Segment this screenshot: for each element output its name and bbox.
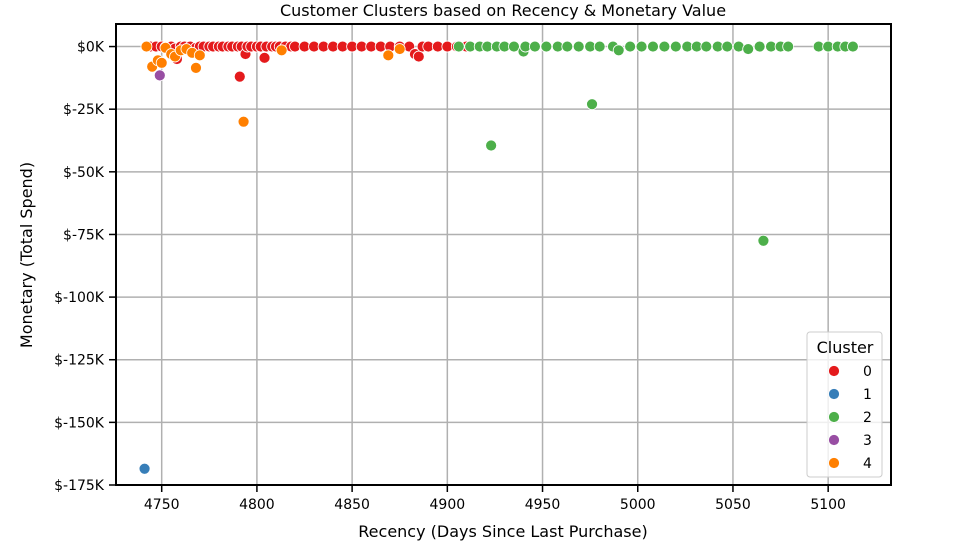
cluster-2-point bbox=[635, 40, 648, 53]
legend-title: Cluster bbox=[817, 338, 874, 357]
cluster-4-point bbox=[275, 44, 288, 57]
cluster-4-point bbox=[193, 49, 206, 62]
cluster-2-point bbox=[612, 44, 625, 57]
legend: Cluster 0 1 2 3 4 bbox=[806, 331, 883, 478]
cluster-2-point bbox=[624, 40, 637, 53]
x-tick-label: 5000 bbox=[620, 497, 656, 513]
cluster-2-point bbox=[452, 40, 465, 53]
cluster-4-point bbox=[155, 56, 168, 69]
cluster-0-point bbox=[258, 51, 271, 64]
y-tick-label: $-125K bbox=[54, 353, 105, 369]
cluster-2-point bbox=[700, 40, 713, 53]
y-tick-label: $-150K bbox=[54, 415, 105, 431]
cluster-1-point bbox=[138, 462, 151, 475]
cluster-2-point bbox=[753, 40, 766, 53]
x-axis-ticks: 4750 4800 4850 4900 4950 5000 5050 5100 bbox=[144, 485, 846, 513]
y-tick-label: $-75K bbox=[63, 227, 105, 243]
legend-entries: 0 1 2 3 4 bbox=[828, 364, 872, 472]
cluster-2-point bbox=[529, 40, 541, 53]
cluster-2-point bbox=[782, 40, 795, 53]
cluster-2-point bbox=[586, 98, 598, 111]
x-tick-label: 4750 bbox=[144, 497, 180, 513]
x-tick-label: 4950 bbox=[525, 497, 561, 513]
legend-label: 4 bbox=[863, 456, 872, 472]
legend-marker-1 bbox=[828, 388, 840, 400]
cluster-2-point bbox=[669, 40, 682, 53]
cluster-4-point bbox=[140, 40, 153, 53]
y-axis-label: Monetary (Total Spend) bbox=[17, 162, 36, 348]
y-tick-label: $-25K bbox=[63, 102, 105, 118]
y-tick-label: $-100K bbox=[54, 290, 105, 306]
cluster-4-point bbox=[393, 43, 406, 55]
data-points bbox=[138, 40, 859, 475]
legend-box bbox=[806, 331, 883, 478]
y-tick-label: $0K bbox=[77, 40, 105, 56]
legend-label: 1 bbox=[863, 387, 872, 403]
cluster-2-point bbox=[757, 234, 770, 247]
cluster-2-point bbox=[742, 43, 755, 55]
legend-label: 2 bbox=[863, 410, 872, 426]
cluster-2-point bbox=[658, 40, 671, 53]
legend-marker-4 bbox=[828, 457, 840, 469]
cluster-2-point bbox=[561, 40, 574, 53]
x-tick-label: 4850 bbox=[334, 497, 370, 513]
cluster-2-point bbox=[485, 139, 498, 152]
cluster-4-point bbox=[190, 61, 202, 74]
cluster-0-point bbox=[233, 70, 246, 83]
x-tick-label: 5100 bbox=[810, 497, 846, 513]
y-tick-label: $-175K bbox=[54, 478, 105, 494]
x-axis-label: Recency (Days Since Last Purchase) bbox=[358, 522, 647, 541]
cluster-0-point bbox=[412, 50, 425, 63]
cluster-2-point bbox=[540, 40, 553, 53]
legend-label: 3 bbox=[863, 433, 872, 449]
legend-label: 0 bbox=[863, 364, 872, 380]
x-tick-label: 4800 bbox=[239, 497, 275, 513]
cluster-2-point bbox=[508, 40, 520, 53]
chart-title: Customer Clusters based on Recency & Mon… bbox=[280, 1, 726, 20]
y-tick-label: $-50K bbox=[63, 165, 105, 181]
legend-marker-2 bbox=[828, 411, 840, 423]
plot-frame bbox=[115, 23, 892, 486]
cluster-2-point bbox=[572, 40, 585, 53]
cluster-2-point bbox=[647, 40, 659, 53]
y-axis-ticks: $0K $-25K $-50K $-75K $-100K $-125K $-150K $-17… bbox=[54, 40, 116, 494]
cluster-2-point bbox=[593, 40, 606, 53]
cluster-4-point bbox=[382, 49, 395, 62]
legend-marker-3 bbox=[828, 434, 840, 446]
cluster-2-point bbox=[847, 40, 859, 53]
grid-lines bbox=[116, 24, 891, 486]
x-tick-label: 5050 bbox=[715, 497, 751, 513]
cluster-4-point bbox=[237, 115, 250, 128]
legend-marker-0 bbox=[828, 365, 840, 377]
cluster-2-point bbox=[721, 40, 734, 53]
cluster-3-point bbox=[153, 69, 166, 82]
x-tick-label: 4900 bbox=[430, 497, 466, 513]
